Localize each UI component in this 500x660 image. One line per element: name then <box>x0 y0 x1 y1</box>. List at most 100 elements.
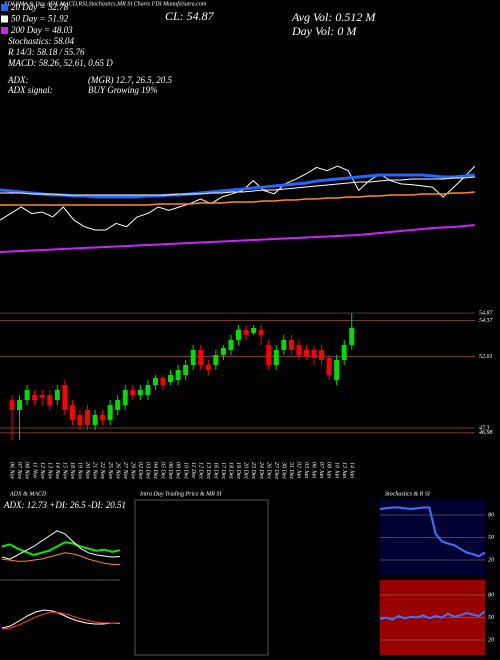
candle-body <box>100 414 106 420</box>
x-tick-label: 14 Nov <box>54 462 61 480</box>
x-tick-label: 13 Jan <box>341 462 347 478</box>
legend-label: 50 Day = 51.92 <box>11 14 69 24</box>
y-tick-label: 20 <box>488 557 494 563</box>
series-line <box>0 191 475 206</box>
candle-body <box>54 390 60 401</box>
candle-body <box>228 339 234 350</box>
candle-body <box>77 414 83 425</box>
x-tick-label: 13 Dec <box>205 462 211 479</box>
candle-body <box>236 329 241 340</box>
panel-title: Stochastics & R SI <box>385 491 431 497</box>
x-tick-label: 13 Nov <box>46 462 52 480</box>
rsi-info: R 14/3: 58.18 / 55.76 <box>7 47 85 57</box>
close-price: CL: 54.87 <box>165 9 215 23</box>
candle-body <box>243 329 249 335</box>
candle-body <box>130 390 136 396</box>
series-line <box>379 610 486 621</box>
legend-swatch <box>1 4 8 11</box>
x-tick-label: 09 Dec <box>175 462 181 479</box>
y-tick-label: 50 <box>488 535 494 541</box>
candle-body <box>69 405 75 420</box>
x-tick-label: 26 Dec <box>265 462 271 479</box>
x-tick-label: 11 Dec <box>190 462 196 479</box>
x-tick-label: 18 Nov <box>69 462 75 480</box>
candle-body <box>115 400 121 410</box>
candle-body <box>137 390 143 396</box>
x-tick-label: 21 Nov <box>92 462 98 480</box>
candle-body <box>198 349 204 365</box>
x-tick-label: 26 Nov <box>114 462 120 480</box>
y-tick-label: 20 <box>488 637 494 643</box>
candle-body <box>311 349 317 358</box>
candle-body <box>39 395 45 398</box>
x-tick-label: 25 Nov <box>107 462 113 480</box>
candle-body <box>9 400 15 410</box>
candle-body <box>183 364 189 375</box>
x-tick-label: 03 Jan <box>303 462 309 478</box>
x-tick-label: 24 Dec <box>258 462 265 479</box>
x-tick-label: 15 Nov <box>61 462 67 480</box>
candle-body <box>145 385 151 396</box>
x-tick-label: 30 Dec <box>280 461 286 479</box>
x-tick-label: 12 Dec <box>197 462 203 479</box>
x-tick-label: 22 Nov <box>99 462 105 480</box>
x-tick-label: 14 Jan <box>348 462 355 478</box>
candle-body <box>32 395 38 401</box>
adx-label: ADX: <box>7 75 29 85</box>
candle-body <box>190 349 196 365</box>
series-line <box>1 530 121 560</box>
adx-info: (MGR) 12.7, 26.5, 20.5 <box>88 75 172 85</box>
page-title: FDI EMA & Day ADX,MACD,RSI,Stochastics,M… <box>3 0 207 7</box>
candle-body <box>334 359 340 381</box>
x-tick-label: 07 Nov <box>16 462 22 480</box>
candle-body <box>296 344 302 355</box>
x-tick-label: 04 Dec <box>152 462 159 479</box>
candle-body <box>122 390 128 406</box>
candle-body <box>168 375 174 382</box>
candle-body <box>107 405 113 420</box>
series-line <box>379 506 486 558</box>
series-line <box>0 224 475 253</box>
x-tick-label: 11 Nov <box>31 462 37 479</box>
stochastics-info: Stochastics: 58.04 <box>8 36 74 46</box>
adx-signal: BUY Growing 19% <box>88 85 158 95</box>
candle-body <box>213 354 219 365</box>
panel-title: ADX & MACD <box>9 491 47 497</box>
x-tick-label: 19 Nov <box>77 462 83 480</box>
candle-body <box>251 327 257 333</box>
x-tick-label: 27 Dec <box>273 462 279 479</box>
y-tick-label: 80 <box>488 592 494 598</box>
day-volume: Day Vol: 0 M <box>291 24 357 38</box>
candle-body <box>273 349 279 365</box>
series-line <box>1 552 121 566</box>
series-line <box>0 173 475 199</box>
y-tick-label: 52.01 <box>479 354 493 360</box>
x-tick-label: 05 Dec <box>160 462 166 479</box>
y-tick-label: 46.98 <box>479 429 493 436</box>
legend-label: 20 Day = 52.78 <box>11 2 69 12</box>
candle-body <box>258 329 264 335</box>
y-tick-label: 54.37 <box>479 317 494 324</box>
x-tick-label: 31 Dec <box>288 461 294 479</box>
series-line <box>1 611 121 630</box>
x-tick-label: 06 Nov <box>9 462 15 480</box>
x-tick-label: 10 Dec <box>182 462 188 479</box>
x-tick-label: 20 Dec <box>243 462 249 479</box>
intraday-panel <box>134 499 269 656</box>
candle-body <box>266 344 272 365</box>
candle-body <box>17 400 23 410</box>
legend-label: 200 Day = 48.03 <box>11 25 73 35</box>
x-tick-label: 02 Jan <box>296 462 302 478</box>
y-tick-label: 50 <box>488 615 494 621</box>
candle-body <box>319 349 325 360</box>
candle-body <box>47 395 53 406</box>
candle-body <box>92 414 98 425</box>
y-tick-label: 54.87 <box>479 309 494 316</box>
adx-signal-label: ADX signal: <box>7 85 53 95</box>
x-tick-label: 10 Jan <box>333 462 339 478</box>
candle-body <box>220 347 226 355</box>
y-tick-label: 80 <box>488 512 494 518</box>
legend-swatch <box>1 15 8 23</box>
x-tick-label: 06 Dec <box>167 462 173 479</box>
